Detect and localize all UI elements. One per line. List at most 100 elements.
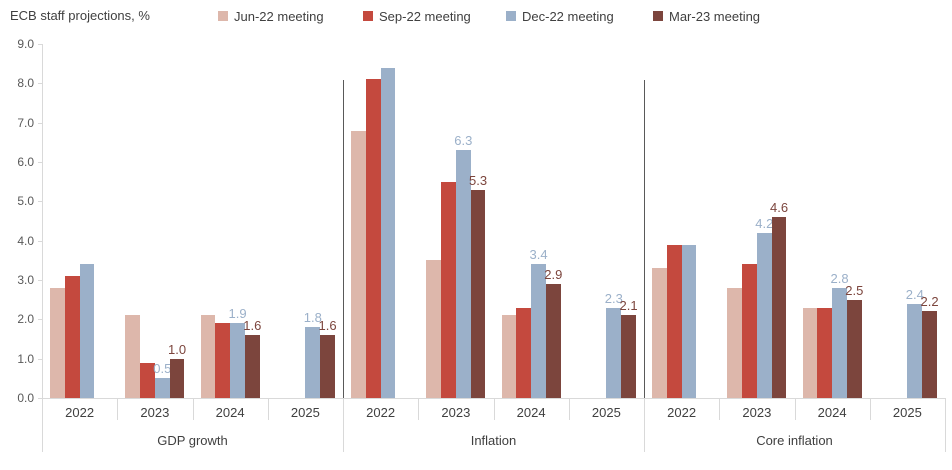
bar-sep-22-meeting	[215, 323, 231, 398]
bar-dec-22-meeting	[305, 327, 321, 398]
bar-jun-22-meeting	[351, 130, 366, 398]
bar-dec-22-meeting	[455, 150, 471, 398]
y-axis-tick	[38, 122, 42, 124]
bar-jun-22-meeting	[802, 307, 818, 398]
bar-sep-22-meeting	[64, 276, 80, 398]
year-axis-divider	[418, 398, 420, 420]
legend-swatch-icon	[218, 11, 228, 21]
year-axis-label: 2022	[366, 405, 396, 420]
bar-mar-23-meeting	[470, 189, 486, 398]
group-axis-label: Core inflation	[756, 433, 833, 448]
bar-dec-22-meeting	[230, 323, 245, 398]
year-axis-label: 2024	[516, 405, 546, 420]
y-axis-tick-label: 6.0	[17, 155, 34, 169]
bar-dec-22-meeting	[606, 307, 622, 398]
bar-jun-22-meeting	[125, 315, 141, 398]
year-axis-divider	[568, 398, 570, 420]
year-axis-divider	[117, 398, 119, 420]
bar-jun-22-meeting	[652, 268, 667, 398]
data-label: 6.3	[454, 133, 473, 149]
legend-label: Sep-22 meeting	[379, 8, 471, 24]
legend-label: Mar-23 meeting	[669, 8, 761, 24]
bar-dec-22-meeting	[154, 378, 170, 398]
legend-label: Jun-22 meeting	[234, 8, 324, 24]
data-label: 2.9	[544, 266, 563, 282]
y-axis-tick-label: 3.0	[17, 273, 34, 287]
year-axis-divider	[192, 398, 194, 420]
legend-swatch-icon	[653, 11, 663, 21]
group-axis-label: GDP growth	[157, 433, 228, 448]
category-axis-divider	[42, 398, 43, 452]
y-axis-tick-label: 7.0	[17, 115, 34, 130]
data-label: 1.8	[303, 310, 322, 326]
data-label: 4.2	[755, 215, 774, 231]
year-axis-divider	[719, 398, 721, 420]
bar-jun-22-meeting	[200, 315, 216, 398]
year-axis-divider	[794, 398, 796, 420]
bar-mar-23-meeting	[320, 335, 335, 398]
y-axis-tick	[38, 358, 42, 360]
data-label: 5.3	[469, 172, 488, 188]
bar-mar-23-meeting	[846, 299, 862, 398]
year-axis-label: 2022	[667, 405, 697, 420]
legend-item: Mar-23 meeting	[653, 7, 760, 25]
bar-mar-23-meeting	[545, 283, 561, 398]
bar-sep-22-meeting	[365, 79, 381, 398]
legend-item: Sep-22 meeting	[363, 7, 471, 25]
chart-title: ECB staff projections, %	[10, 8, 150, 23]
y-axis-line	[42, 44, 43, 398]
y-axis-tick-label: 1.0	[17, 351, 34, 366]
bar-dec-22-meeting	[756, 232, 772, 398]
bar-dec-22-meeting	[832, 287, 847, 398]
legend-item: Jun-22 meeting	[218, 7, 324, 25]
category-axis-divider	[644, 398, 645, 452]
year-axis-label: 2022	[65, 405, 95, 420]
y-axis-tick	[38, 201, 42, 203]
legend-swatch-icon	[363, 11, 373, 21]
group-axis-label: Inflation	[470, 433, 517, 448]
year-axis-label: 2024	[817, 405, 847, 420]
year-axis-label: 2023	[441, 405, 471, 420]
legend-swatch-icon	[506, 11, 516, 21]
y-axis-tick-label: 9.0	[17, 37, 34, 51]
y-axis-tick-label: 5.0	[17, 194, 34, 209]
data-label: 2.1	[619, 298, 638, 314]
legend-item: Dec-22 meeting	[506, 7, 614, 25]
data-label: 0.5	[153, 361, 172, 377]
y-axis-tick	[38, 398, 42, 399]
bar-mar-23-meeting	[771, 217, 787, 398]
bar-mar-23-meeting	[621, 315, 636, 398]
group-separator-line	[343, 80, 344, 398]
bar-mar-23-meeting	[922, 311, 937, 398]
year-axis-label: 2023	[742, 405, 772, 420]
year-axis-label: 2025	[591, 405, 621, 420]
data-label: 1.9	[228, 306, 247, 322]
y-axis-tick	[38, 83, 42, 85]
y-axis-tick-label: 8.0	[17, 76, 34, 91]
data-label: 2.3	[604, 290, 623, 306]
bar-sep-22-meeting	[140, 362, 155, 398]
bar-mar-23-meeting	[169, 358, 185, 398]
bar-jun-22-meeting	[501, 315, 517, 398]
bar-sep-22-meeting	[817, 307, 833, 398]
category-axis-divider	[945, 398, 946, 452]
y-axis-tick	[38, 280, 42, 281]
y-axis-tick	[38, 162, 42, 163]
bar-sep-22-meeting	[666, 244, 682, 398]
y-axis-tick-label: 4.0	[17, 233, 34, 248]
data-label: 1.6	[318, 318, 337, 334]
year-axis-divider	[869, 398, 871, 420]
bar-jun-22-meeting	[727, 287, 743, 398]
bar-sep-22-meeting	[516, 307, 532, 398]
data-label: 2.8	[830, 270, 849, 286]
data-label: 2.2	[920, 294, 939, 310]
bar-dec-22-meeting	[907, 303, 923, 398]
data-label: 2.4	[905, 286, 924, 302]
data-label: 1.0	[168, 341, 187, 357]
data-label: 2.5	[845, 282, 864, 298]
bar-mar-23-meeting	[244, 335, 260, 398]
year-axis-label: 2023	[140, 405, 170, 420]
category-axis-divider	[343, 398, 344, 452]
year-axis-divider	[493, 398, 495, 420]
y-axis-tick	[38, 44, 42, 45]
